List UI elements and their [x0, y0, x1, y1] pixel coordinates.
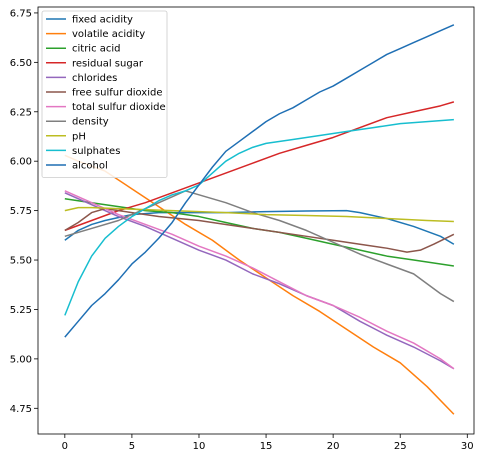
y-tick-label: 5.25: [10, 305, 32, 316]
y-tick-label: 5.50: [10, 256, 32, 267]
x-tick-label: 25: [394, 441, 407, 452]
y-tick-label: 5.75: [10, 206, 32, 217]
series-line-7: [64, 190, 455, 303]
legend-label: volatile acidity: [72, 29, 145, 40]
series-layer: [64, 24, 455, 415]
series-line-0: [64, 209, 455, 245]
legend-label: alcohol: [72, 161, 108, 172]
series-line-9: [64, 118, 454, 316]
series-line-6: [64, 190, 455, 370]
y-tick-label: 5.00: [10, 354, 32, 365]
legend-label: citric acid: [72, 44, 121, 55]
series-line-8: [64, 206, 454, 223]
series-line-4: [64, 192, 455, 370]
legend-label: chlorides: [72, 73, 117, 84]
y-tick-label: 6.50: [10, 58, 32, 69]
x-tick-label: 0: [62, 441, 68, 452]
legend-label: density: [72, 117, 109, 128]
y-tick-label: 6.00: [10, 157, 32, 168]
legend-box: [41, 10, 168, 179]
x-tick-label: 20: [327, 441, 340, 452]
legend-label: residual sugar: [72, 58, 144, 69]
x-tick-label: 30: [461, 441, 474, 452]
series-line-3: [64, 101, 455, 232]
x-tick-label: 15: [260, 441, 273, 452]
legend-label: fixed acidity: [72, 15, 133, 26]
legend-label: sulphates: [72, 146, 120, 157]
series-line-5: [64, 207, 455, 253]
legend-label: pH: [72, 131, 86, 142]
legend: fixed acidity volatile acidity citric acid…: [41, 10, 168, 179]
x-tick-label: 10: [193, 441, 206, 452]
x-tick-label: 5: [129, 441, 135, 452]
series-line-1: [64, 154, 455, 415]
legend-label: free sulfur dioxide: [72, 88, 163, 99]
y-tick-label: 4.75: [10, 404, 32, 415]
y-tick-label: 6.25: [10, 107, 32, 118]
series-line-10: [64, 24, 455, 338]
axis-layer: 0 5 10 15 20 25 30 4.75 5.00 5.25 5.50 5.75 6.00 6.25…: [10, 8, 474, 452]
y-tick-label: 6.75: [10, 8, 32, 19]
legend-label: total sulfur dioxide: [72, 102, 166, 113]
